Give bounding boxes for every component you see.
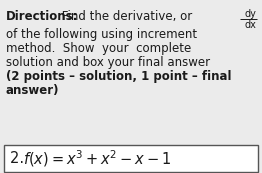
Text: of the following using increment: of the following using increment	[6, 28, 197, 41]
Text: dy: dy	[244, 9, 256, 19]
Text: $f(x) = x^3 + x^2 - x - 1$: $f(x) = x^3 + x^2 - x - 1$	[23, 148, 171, 169]
Text: method.  Show  your  complete: method. Show your complete	[6, 42, 191, 55]
Text: dx: dx	[244, 20, 256, 30]
Text: Find the derivative, or: Find the derivative, or	[58, 10, 192, 23]
Text: answer): answer)	[6, 84, 59, 97]
Text: (2 points – solution, 1 point – final: (2 points – solution, 1 point – final	[6, 70, 232, 83]
Text: solution and box your final answer: solution and box your final answer	[6, 56, 210, 69]
Text: Directions:: Directions:	[6, 10, 79, 23]
Text: 2.: 2.	[10, 151, 29, 166]
Bar	[4, 145, 258, 172]
